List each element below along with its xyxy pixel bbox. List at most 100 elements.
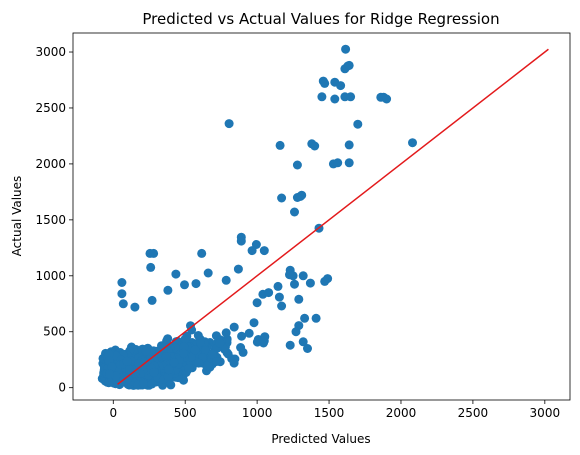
data-point bbox=[300, 313, 310, 323]
data-point bbox=[346, 92, 356, 102]
data-point bbox=[105, 369, 115, 379]
data-point bbox=[292, 193, 302, 202]
data-point bbox=[184, 363, 194, 373]
data-point bbox=[285, 340, 295, 350]
data-point bbox=[290, 207, 299, 217]
y-tick-label: 3000 bbox=[35, 45, 66, 59]
data-point bbox=[275, 140, 285, 150]
x-tick-label: 0 bbox=[109, 406, 117, 420]
data-point bbox=[344, 60, 354, 70]
data-point bbox=[290, 279, 299, 289]
data-point bbox=[190, 345, 200, 355]
data-point bbox=[408, 138, 417, 148]
data-point bbox=[252, 337, 262, 347]
data-point bbox=[298, 337, 308, 347]
data-point bbox=[179, 342, 189, 352]
data-point bbox=[298, 271, 308, 281]
data-point bbox=[194, 358, 204, 368]
data-point bbox=[249, 318, 259, 328]
data-point bbox=[344, 158, 354, 168]
data-point bbox=[273, 281, 283, 291]
data-point bbox=[171, 269, 181, 279]
data-points bbox=[97, 44, 417, 390]
data-point bbox=[186, 321, 195, 331]
data-point bbox=[252, 298, 262, 308]
data-point bbox=[207, 349, 217, 359]
data-point bbox=[117, 278, 127, 287]
data-point bbox=[220, 344, 229, 354]
x-tick-label: 1000 bbox=[242, 406, 273, 420]
data-point bbox=[353, 119, 363, 129]
data-point bbox=[169, 358, 179, 367]
data-point bbox=[203, 268, 213, 278]
data-point bbox=[141, 346, 151, 356]
data-point bbox=[247, 246, 257, 256]
data-point bbox=[229, 322, 239, 332]
data-point bbox=[191, 279, 201, 289]
data-point bbox=[236, 343, 246, 352]
x-tick-label: 2000 bbox=[386, 406, 417, 420]
data-point bbox=[178, 348, 188, 358]
data-point bbox=[236, 236, 246, 246]
data-point bbox=[294, 294, 304, 304]
data-point bbox=[123, 374, 133, 384]
data-point bbox=[147, 295, 157, 305]
data-point bbox=[382, 94, 392, 104]
data-point bbox=[203, 361, 213, 371]
data-point bbox=[264, 288, 274, 298]
data-point bbox=[193, 331, 203, 340]
y-tick-label: 500 bbox=[43, 325, 66, 339]
data-point bbox=[146, 262, 156, 272]
y-tick-label: 2000 bbox=[35, 157, 66, 171]
data-point bbox=[311, 313, 321, 323]
x-axis-label: Predicted Values bbox=[271, 432, 370, 446]
data-point bbox=[336, 81, 346, 91]
data-point bbox=[291, 327, 301, 337]
data-point bbox=[164, 365, 174, 375]
data-point bbox=[260, 332, 270, 342]
y-tick-label: 1000 bbox=[35, 269, 66, 283]
data-point bbox=[161, 352, 171, 362]
chart-title: Predicted vs Actual Values for Ridge Reg… bbox=[142, 10, 499, 28]
data-point bbox=[163, 285, 173, 295]
data-point bbox=[317, 92, 327, 102]
data-point bbox=[305, 278, 315, 288]
data-point bbox=[224, 119, 234, 129]
data-point bbox=[180, 280, 189, 290]
reference-line bbox=[117, 48, 549, 385]
data-point bbox=[107, 362, 117, 372]
data-point bbox=[303, 344, 312, 353]
data-point bbox=[215, 338, 225, 348]
data-point bbox=[212, 357, 222, 366]
data-point bbox=[117, 289, 127, 299]
data-point bbox=[201, 345, 210, 355]
data-point bbox=[147, 379, 157, 389]
data-point bbox=[277, 193, 287, 203]
data-point bbox=[292, 160, 302, 170]
data-point bbox=[180, 334, 190, 344]
data-point bbox=[186, 352, 196, 362]
data-point bbox=[320, 78, 330, 88]
data-point bbox=[320, 276, 330, 286]
data-point bbox=[230, 354, 240, 364]
data-point bbox=[122, 356, 132, 366]
data-point bbox=[288, 271, 298, 281]
y-axis: 0 500 1000 1500 2000 2500 3000 bbox=[35, 45, 73, 395]
data-point bbox=[197, 248, 207, 258]
data-point bbox=[244, 328, 254, 338]
data-point bbox=[130, 368, 140, 378]
data-point bbox=[130, 302, 140, 312]
data-point bbox=[149, 367, 159, 377]
y-tick-label: 2500 bbox=[35, 101, 66, 115]
data-point bbox=[233, 264, 243, 274]
y-axis-label: Actual Values bbox=[10, 176, 24, 257]
data-point bbox=[163, 371, 173, 381]
x-axis: 0 500 1000 1500 2000 2500 3000 bbox=[109, 400, 560, 420]
data-point bbox=[118, 299, 128, 309]
data-point bbox=[277, 301, 287, 311]
x-tick-label: 3000 bbox=[530, 406, 561, 420]
x-tick-label: 2500 bbox=[458, 406, 489, 420]
data-point bbox=[310, 141, 320, 151]
data-point bbox=[259, 246, 269, 256]
